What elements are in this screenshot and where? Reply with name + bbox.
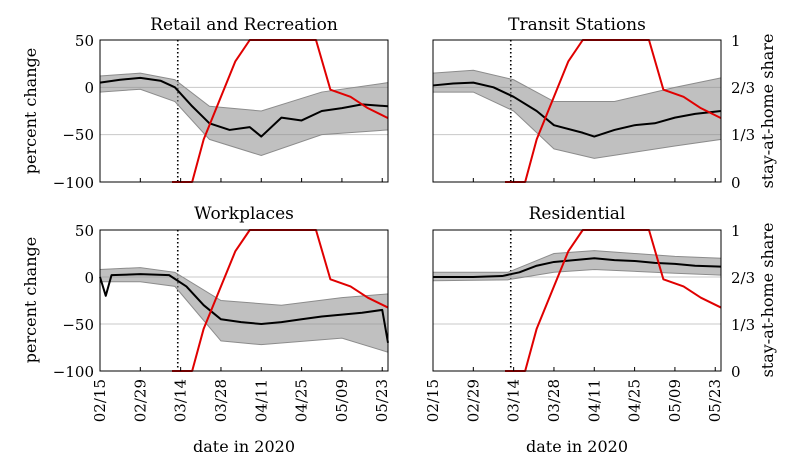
x-tick-label: 02/29: [464, 379, 482, 422]
panel-retail-and-recreation: Retail and Recreation 50 0 −50 −100 perc…: [21, 15, 388, 192]
panel-title: Retail and Recreation: [150, 15, 338, 35]
x-tick-label: 02/15: [424, 379, 442, 422]
plot-area: [100, 230, 388, 371]
y-tick-label-right: 1/3: [731, 316, 755, 334]
y-tick-label: −100: [53, 363, 94, 381]
plot-area: [433, 40, 721, 182]
y-tick-label: 0: [84, 79, 94, 97]
panel-transit-stations: Transit Stations 1 2/3 1/3 0 stay-at-hom…: [433, 15, 777, 192]
x-tick-label: 02/29: [131, 379, 149, 422]
y-tick-label: 50: [75, 32, 94, 50]
y-tick-label: 0: [84, 269, 94, 287]
x-tick-label: 04/25: [293, 379, 311, 422]
y-tick-label: −50: [62, 126, 94, 144]
y-tick-label-right: 2/3: [731, 269, 755, 287]
x-tick-label: 04/11: [252, 379, 270, 422]
panel-title: Workplaces: [194, 204, 294, 224]
x-tick-label: 05/09: [666, 379, 684, 422]
x-tick-label: 05/23: [706, 379, 724, 422]
y-tick-label-right: 2/3: [731, 79, 755, 97]
x-tick-label: 03/28: [212, 379, 230, 422]
y-tick-label-right: 1: [731, 222, 741, 240]
y-tick-label: 50: [75, 222, 94, 240]
x-tick-label: 03/14: [505, 379, 523, 422]
y-tick-label-right: 0: [731, 363, 741, 381]
y-tick-label-right: 1/3: [731, 126, 755, 144]
x-tick-label: 05/09: [333, 379, 351, 422]
y-tick-label: −100: [53, 174, 94, 192]
x-tick-label: 04/11: [585, 379, 603, 422]
x-tick-label: 03/14: [172, 379, 190, 422]
x-axis-label: date in 2020: [526, 437, 628, 456]
x-tick-label: 04/25: [626, 379, 644, 422]
state-series-band: [100, 73, 388, 155]
y-tick-label-right: 1: [731, 32, 741, 50]
figure: Retail and Recreation 50 0 −50 −100 perc…: [0, 0, 794, 462]
panel-residential: Residential 1 2/3 1/3 0 stay-at-home sha…: [424, 204, 777, 456]
x-tick-label: 02/15: [91, 379, 109, 422]
y-tick-label: −50: [62, 316, 94, 334]
y-tick-label-right: 0: [731, 174, 741, 192]
plot-frame: [433, 230, 721, 371]
x-tick-label: 05/23: [373, 379, 391, 422]
state-series-band: [100, 268, 388, 353]
panel-title: Residential: [529, 204, 626, 224]
panel-workplaces: Workplaces 50 0 −50 −100 percent change …: [21, 204, 391, 456]
stay-at-home-share-line: [505, 230, 721, 371]
plot-area: [100, 40, 388, 182]
x-tick-label: 03/28: [545, 379, 563, 422]
x-axis-label: date in 2020: [193, 437, 295, 456]
plot-area: [433, 230, 721, 371]
y-axis-label-right: stay-at-home share: [758, 223, 777, 378]
y-axis-label: percent change: [21, 48, 40, 174]
y-axis-label-right: stay-at-home share: [758, 34, 777, 189]
panel-title: Transit Stations: [508, 15, 646, 35]
y-axis-label: percent change: [21, 237, 40, 363]
